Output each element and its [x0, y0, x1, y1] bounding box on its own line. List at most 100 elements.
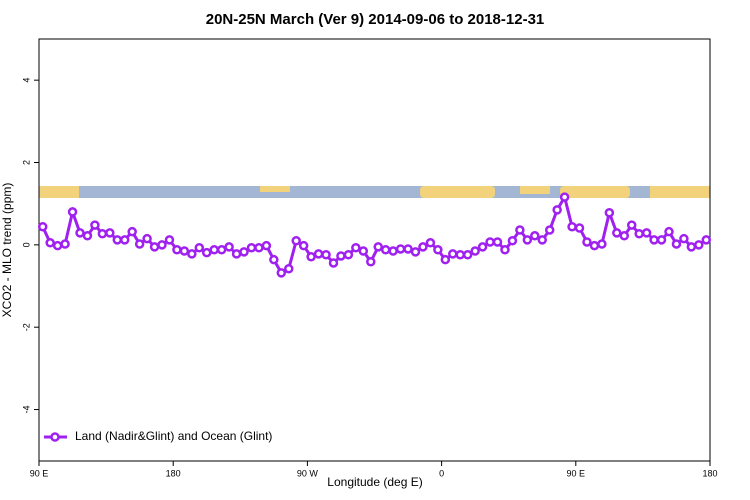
data-point [641, 228, 652, 238]
data-point [433, 245, 443, 255]
data-point [477, 242, 488, 252]
data-point [686, 242, 697, 252]
x-axis-label: Longitude (deg E) [327, 475, 422, 489]
data-point [559, 192, 570, 202]
x-tick-label: 90 W [297, 468, 319, 478]
data-point [112, 235, 123, 245]
data-point [537, 235, 547, 245]
data-point [298, 240, 309, 251]
data-point [500, 245, 510, 255]
data-point [90, 220, 100, 230]
data-point [694, 240, 704, 250]
y-axis-label: XCO2 - MLO trend (ppm) [0, 183, 14, 318]
data-point [671, 239, 682, 249]
land-patch [39, 186, 79, 198]
data-point [530, 231, 540, 241]
legend-marker [50, 432, 60, 442]
data-point [52, 240, 63, 251]
data-point [187, 249, 197, 259]
data-point [649, 235, 659, 245]
data-point [544, 225, 555, 235]
legend-label: Land (Nadir&Glint) and Ocean (Glint) [75, 429, 272, 443]
data-point [157, 240, 167, 250]
data-point [336, 251, 346, 261]
data-point [306, 252, 316, 262]
data-point [462, 249, 473, 260]
data-point [60, 239, 70, 249]
data-point [276, 268, 287, 278]
plot-frame [38, 38, 711, 462]
x-tick-label: 90 E [567, 468, 586, 478]
data-point [656, 235, 667, 245]
data-point [37, 221, 48, 232]
x-tick-label: 90 E [30, 468, 49, 478]
data-point [597, 239, 607, 249]
data-point [313, 249, 324, 259]
land-patch [560, 186, 630, 198]
data-point [239, 247, 249, 257]
data-point [343, 249, 354, 260]
data-point [269, 254, 279, 265]
data-point [134, 239, 145, 249]
x-tick-label: 180 [166, 468, 181, 478]
data-point [172, 245, 182, 255]
chart-title: 20N-25N March (Ver 9) 2014-09-06 to 2018… [206, 11, 545, 28]
data-point [224, 242, 234, 252]
data-point [75, 228, 85, 238]
data-point [358, 246, 369, 256]
data-point [410, 247, 421, 257]
data-point [127, 226, 137, 237]
data-point [589, 240, 600, 251]
data-point [574, 223, 585, 233]
y-tick-label: 2 [21, 160, 31, 165]
data-point [515, 225, 525, 235]
data-point [507, 235, 518, 246]
data-point [388, 246, 398, 256]
data-point [612, 228, 622, 238]
land-patch [260, 186, 290, 192]
y-tick-label: -4 [21, 406, 31, 414]
land-patch [520, 186, 550, 194]
data-point [209, 245, 219, 255]
x-tick-label: 0 [439, 468, 444, 478]
data-point [425, 238, 436, 248]
data-point [82, 231, 93, 241]
y-tick-label: 0 [21, 242, 31, 247]
data-point [291, 235, 301, 246]
data-point [403, 244, 413, 254]
data-point [202, 247, 212, 258]
data-point [45, 238, 55, 248]
data-point [604, 207, 615, 218]
map-strip [39, 186, 710, 198]
data-point [380, 245, 391, 255]
data-point [701, 235, 712, 245]
data-point [373, 242, 383, 252]
data-point [634, 228, 644, 239]
data-point [97, 228, 108, 239]
data-point [351, 242, 361, 253]
data-point [179, 246, 190, 256]
data-point [194, 242, 205, 253]
data-point [246, 242, 257, 253]
data-point [552, 205, 562, 215]
data-point [418, 242, 428, 252]
data-point [119, 235, 130, 245]
data-point [470, 246, 480, 256]
y-tick-label: -2 [21, 323, 31, 331]
data-point [142, 233, 152, 244]
data-point [664, 226, 674, 237]
data-point [254, 242, 264, 253]
data-point [522, 235, 533, 245]
land-patch [420, 186, 495, 198]
y-tick-label: 4 [21, 78, 31, 83]
data-point [567, 221, 577, 232]
data-point [395, 244, 406, 254]
land-patch [650, 186, 710, 198]
data-point [485, 237, 495, 247]
data-point [216, 245, 227, 255]
data-point [619, 231, 630, 241]
data-point [67, 207, 78, 217]
data-point [492, 237, 503, 247]
data-point [440, 254, 451, 265]
